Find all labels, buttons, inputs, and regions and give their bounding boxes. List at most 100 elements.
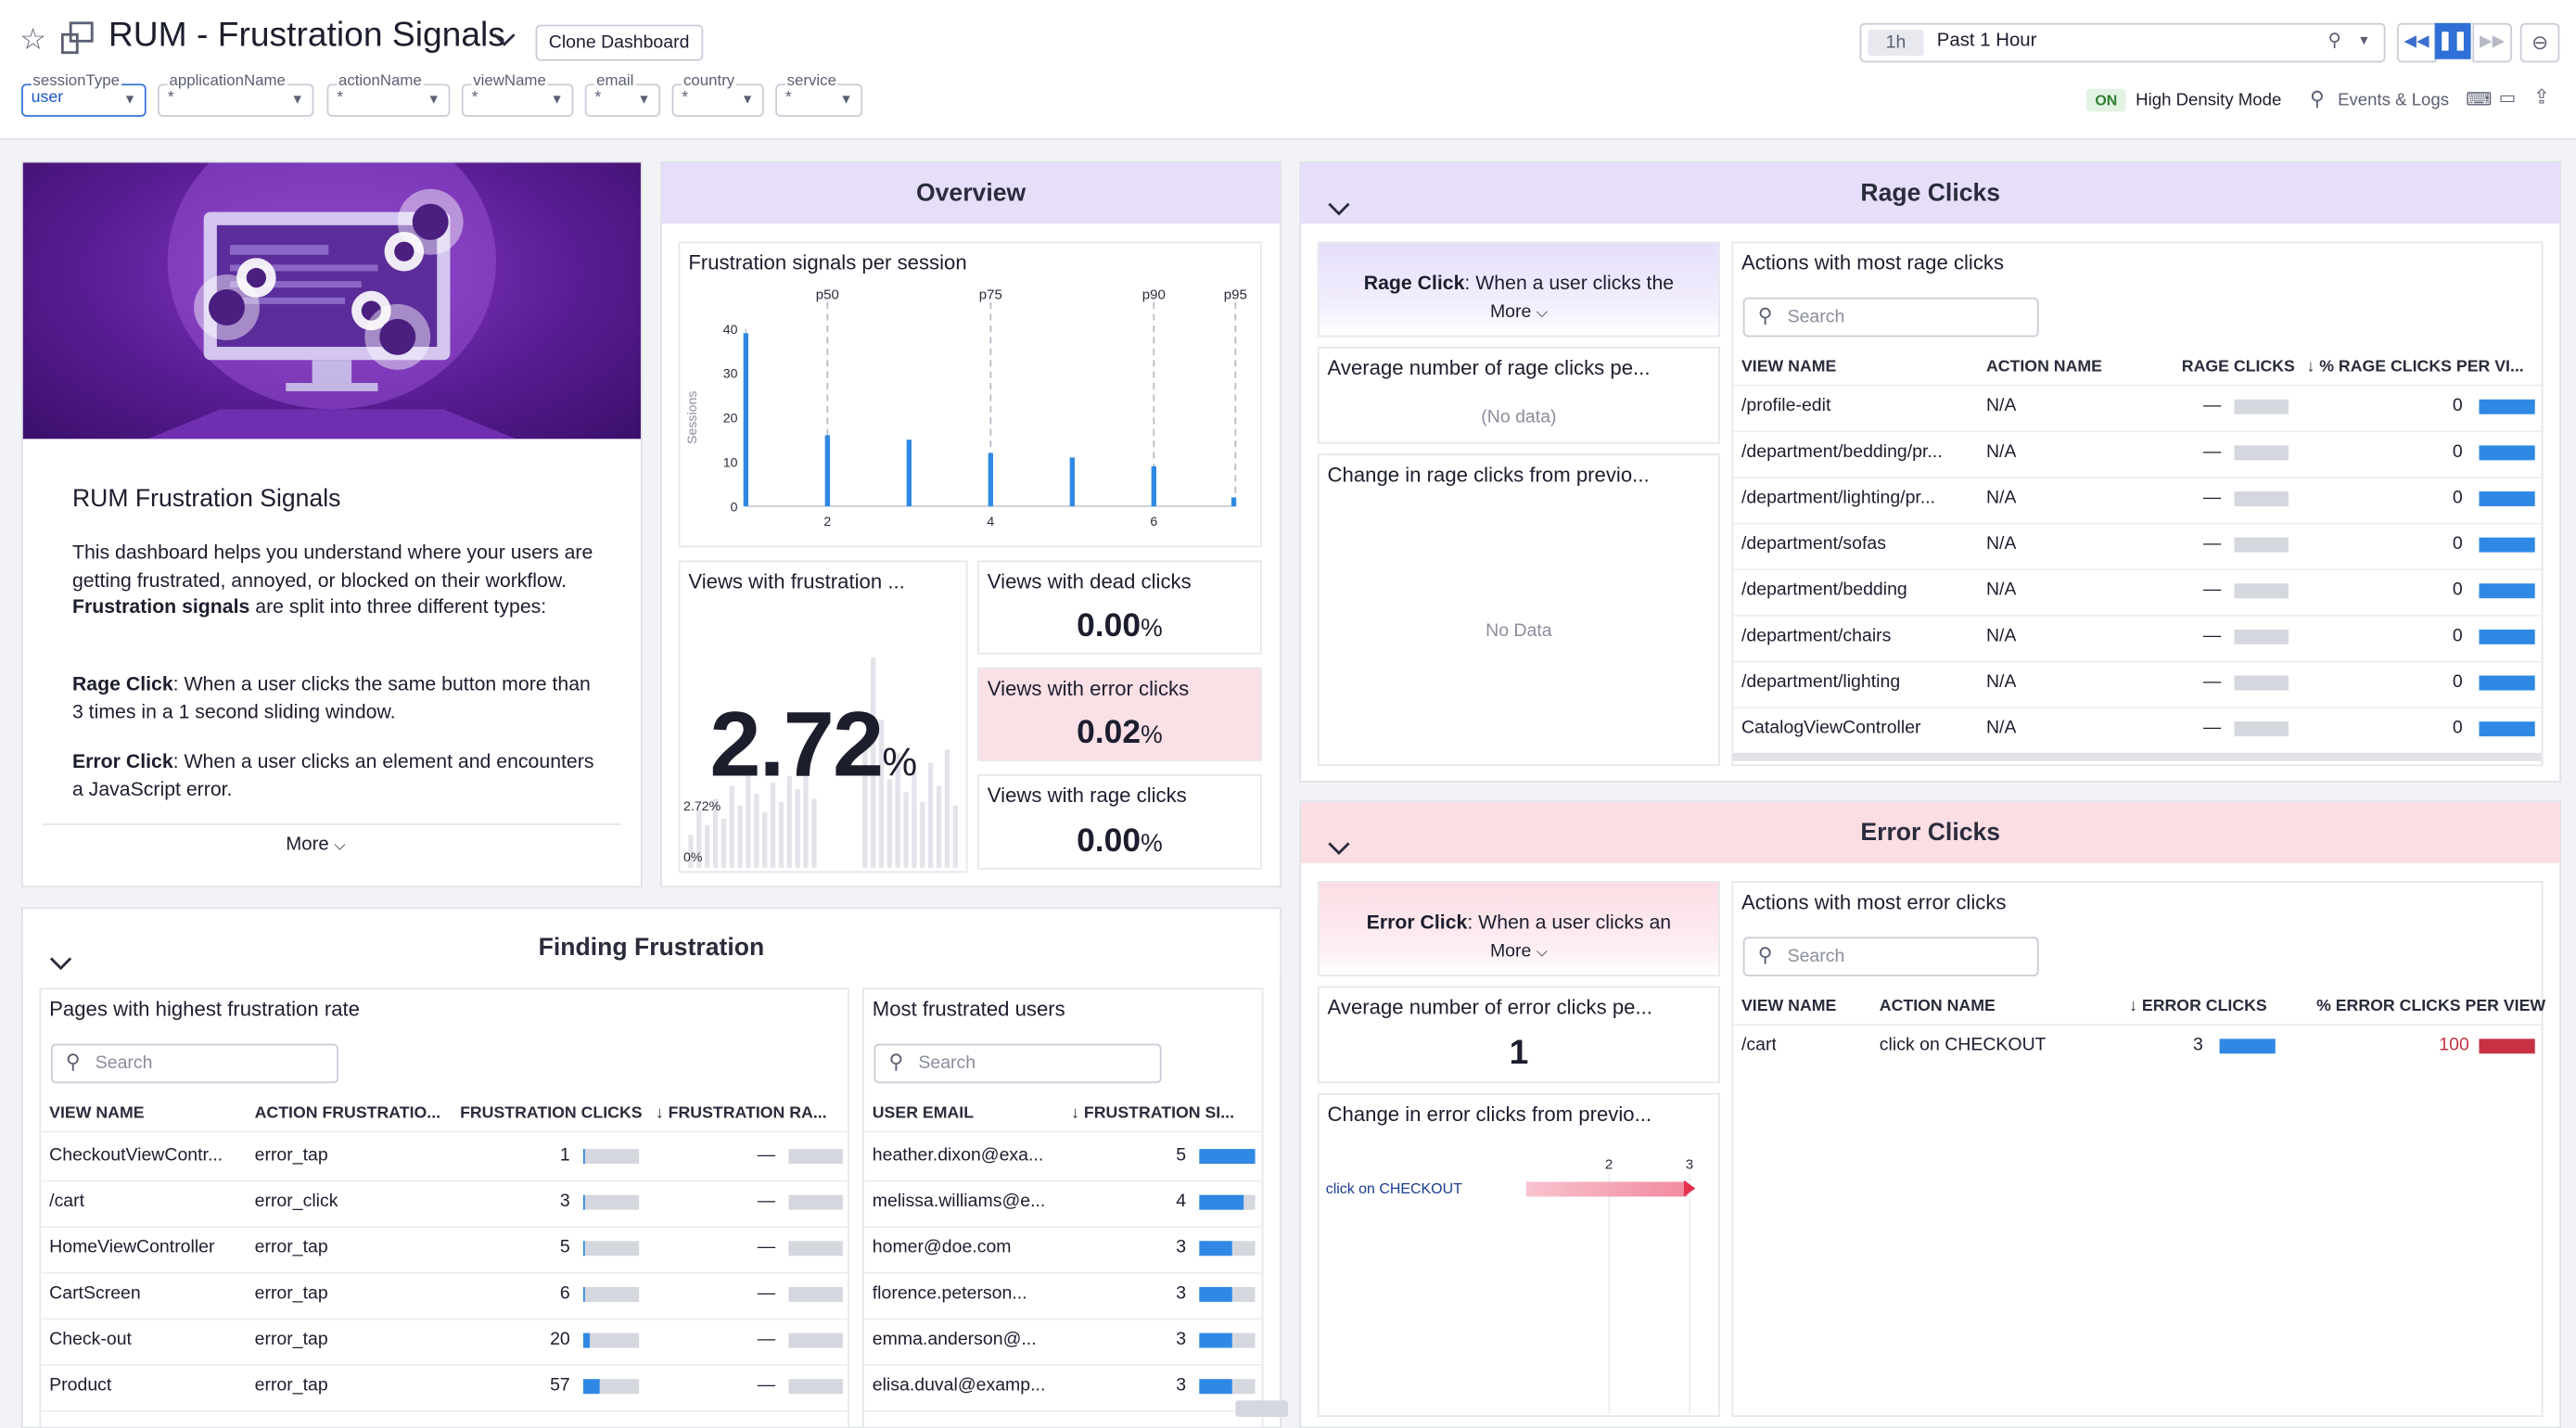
template-var-sessiontype[interactable]: sessionType user ▼ (21, 71, 147, 117)
fast-forward-button[interactable]: ▶▶ (2472, 22, 2512, 63)
frustration-clicks-track (582, 1241, 640, 1256)
template-var-actionname[interactable]: actionName * ▼ (326, 71, 451, 117)
column-header-error-clicks[interactable]: ↓ ERROR CLICKS (2129, 997, 2267, 1016)
search-input[interactable]: ⚲ Search (50, 1043, 338, 1084)
column-header-view-name[interactable]: VIEW NAME (49, 1104, 145, 1123)
error-actions-table-widget[interactable]: Actions with most error clicks ⚲ Search … (1731, 881, 2546, 1417)
column-header-user-email[interactable]: USER EMAIL (872, 1104, 975, 1123)
table-row[interactable]: /department/chairs N/A — 0 (1733, 626, 2542, 672)
column-header-view-name[interactable]: VIEW NAME (1741, 358, 1837, 376)
rage-more-button[interactable]: More ⌵ (1489, 302, 1548, 323)
error-more-button[interactable]: More ⌵ (1489, 941, 1548, 962)
column-header-frustration-signals[interactable]: ↓ FRUSTRATION SI... (1071, 1104, 1235, 1123)
views-dead-clicks-widget[interactable]: Views with dead clicks 0.00% (977, 560, 1262, 655)
frustration-clicks-track (582, 1332, 640, 1348)
error-avg-widget[interactable]: Average number of error clicks pe... 1 (1317, 986, 1720, 1084)
table-row[interactable]: CheckoutViewContr... error_tap 1 — (41, 1146, 848, 1192)
template-var-applicationname[interactable]: applicationName * ▼ (158, 71, 314, 117)
chevron-down-icon[interactable] (493, 26, 516, 54)
intro-more-button[interactable]: More ⌵ (286, 835, 346, 855)
error-clicks-bar (2219, 1039, 2276, 1054)
column-header-action-name[interactable]: ACTION NAME (1985, 358, 2102, 376)
table-row[interactable]: /cart click on CHECKOUT 3 100 (1733, 1036, 2542, 1082)
table-row[interactable]: /department/bedding/pr... N/A — 0 (1733, 442, 2542, 489)
export-icon[interactable]: ⇪ (2532, 85, 2550, 108)
table-row[interactable]: HomeViewController error_tap 5 — (41, 1238, 848, 1284)
frustration-per-session-widget[interactable]: Frustration signals per session 0 10 20 30 4… (678, 241, 1262, 548)
cell-action-name: N/A (1985, 396, 2017, 416)
tv-mode-icon[interactable]: ▭ (2498, 88, 2517, 108)
scrollbar[interactable] (1733, 752, 2542, 761)
error-change-widget[interactable]: Change in error clicks from previo... 2 … (1317, 1092, 1720, 1417)
column-header-view-name[interactable]: VIEW NAME (1741, 997, 1837, 1016)
search-input[interactable]: ⚲ Search (874, 1043, 1162, 1084)
rage-change-widget[interactable]: Change in rage clicks from previo... No … (1317, 453, 1720, 767)
table-row[interactable]: heather.dixon@exa... 5 (864, 1146, 1262, 1192)
table-row[interactable]: CatalogViewController N/A — 0 (1733, 719, 2542, 765)
change-item-label: click on CHECKOUT (1325, 1179, 1462, 1197)
views-rage-clicks-widget[interactable]: Views with rage clicks 0.00% (977, 773, 1262, 870)
zoom-out-button[interactable]: ⊖ (2519, 22, 2560, 63)
table-row[interactable]: CartScreen error_tap 6 — (41, 1283, 848, 1330)
high-density-label[interactable]: High Density Mode (2136, 90, 2282, 110)
rage-avg-widget[interactable]: Average number of rage clicks pe... (No … (1317, 347, 1720, 444)
column-header-rage-pct[interactable]: ↓ % RAGE CLICKS PER VI... (2306, 358, 2524, 376)
column-header-action-name[interactable]: ACTION NAME (1879, 997, 1996, 1016)
chevron-down-icon[interactable] (1328, 179, 1351, 240)
table-row[interactable]: emma.anderson@... 3 (864, 1330, 1262, 1376)
high-density-badge[interactable]: ON (2086, 88, 2126, 112)
widget-title: Views with frustration ... (688, 570, 905, 593)
scroll-handle[interactable] (1235, 1400, 1288, 1417)
search-input[interactable]: ⚲ Search (1742, 297, 2039, 338)
chevron-down-icon: ⌵ (1536, 303, 1548, 321)
widget-title: Average number of rage clicks pe... (1327, 356, 1651, 380)
column-header-rage-clicks[interactable]: RAGE CLICKS (2181, 358, 2295, 376)
frustration-signals-bar (1199, 1241, 1232, 1256)
table-row[interactable]: /department/bedding N/A — 0 (1733, 580, 2542, 627)
caret-down-icon: ▼ (123, 92, 137, 108)
column-header-frustration-clicks[interactable]: FRUSTRATION CLICKS (460, 1104, 643, 1123)
views-error-clicks-widget[interactable]: Views with error clicks 0.02% (977, 667, 1262, 761)
column-header-action-frustration[interactable]: ACTION FRUSTRATIO... (254, 1104, 441, 1123)
search-input[interactable]: ⚲ Search (1742, 937, 2039, 976)
x-tick-label: 6 (1150, 515, 1157, 529)
table-row[interactable]: elisa.duval@examp... 3 (864, 1376, 1262, 1422)
table-row[interactable]: Check-out error_tap 20 — (41, 1330, 848, 1376)
frustrated-users-table-widget[interactable]: Most frustrated users ⚲ Search USER EMAI… (862, 988, 1264, 1428)
frustration-rate-bar (788, 1379, 843, 1395)
chevron-down-icon[interactable]: ▼ (2357, 32, 2371, 48)
time-range-selector[interactable]: 1h Past 1 Hour ⚲ ▼ (1859, 22, 2386, 63)
keyboard-icon[interactable]: ⌨ (2466, 90, 2493, 110)
cell-user-email: elisa.duval@examp... (872, 1375, 1046, 1396)
star-icon[interactable]: ☆ (19, 22, 46, 57)
chevron-down-icon[interactable] (1328, 819, 1351, 880)
table-row[interactable]: /department/sofas N/A — 0 (1733, 534, 2542, 580)
table-row[interactable]: /department/lighting N/A — 0 (1733, 672, 2542, 719)
rewind-button[interactable]: ◀◀ (2396, 22, 2437, 63)
table-row[interactable]: /department/lighting/pr... N/A — 0 (1733, 488, 2542, 534)
y-tick-label: 30 (723, 367, 738, 382)
cell-view-name: Product (49, 1375, 112, 1396)
clone-dashboard-button[interactable]: Clone Dashboard (535, 24, 703, 61)
pin-icon[interactable]: ⚲ (2327, 31, 2341, 51)
table-row[interactable]: florence.peterson... 3 (864, 1283, 1262, 1330)
table-row[interactable]: melissa.williams@e... 4 (864, 1192, 1262, 1238)
column-header-error-pct[interactable]: % ERROR CLICKS PER VIEW (2316, 997, 2546, 1016)
rage-actions-table-widget[interactable]: Actions with most rage clicks ⚲ Search V… (1731, 241, 2544, 767)
chevron-down-icon[interactable] (49, 934, 72, 995)
table-row[interactable]: /profile-edit N/A — 0 (1733, 396, 2542, 442)
events-logs-link[interactable]: Events & Logs (2338, 90, 2450, 110)
template-var-email[interactable]: email * ▼ (584, 71, 661, 117)
pause-button[interactable]: ❚❚ (2434, 22, 2471, 59)
views-frustration-widget[interactable]: Views with frustration ... 2.72% 2.72% 0… (678, 560, 968, 873)
table-row[interactable]: Product error_tap 57 — (41, 1376, 848, 1422)
table-row[interactable]: homer@doe.com 3 (864, 1238, 1262, 1284)
widget-title: Change in rage clicks from previo... (1327, 463, 1650, 487)
template-var-viewname[interactable]: viewName * ▼ (461, 71, 574, 117)
template-var-country[interactable]: country * ▼ (671, 71, 764, 117)
template-var-service[interactable]: service * ▼ (775, 71, 863, 117)
table-row[interactable]: /cart error_click 3 — (41, 1192, 848, 1238)
pages-frustration-table-widget[interactable]: Pages with highest frustration rate ⚲ Se… (39, 988, 849, 1428)
sparkline-max-label: 2.72% (683, 798, 721, 814)
column-header-frustration-rate[interactable]: ↓ FRUSTRATION RA... (655, 1104, 827, 1123)
